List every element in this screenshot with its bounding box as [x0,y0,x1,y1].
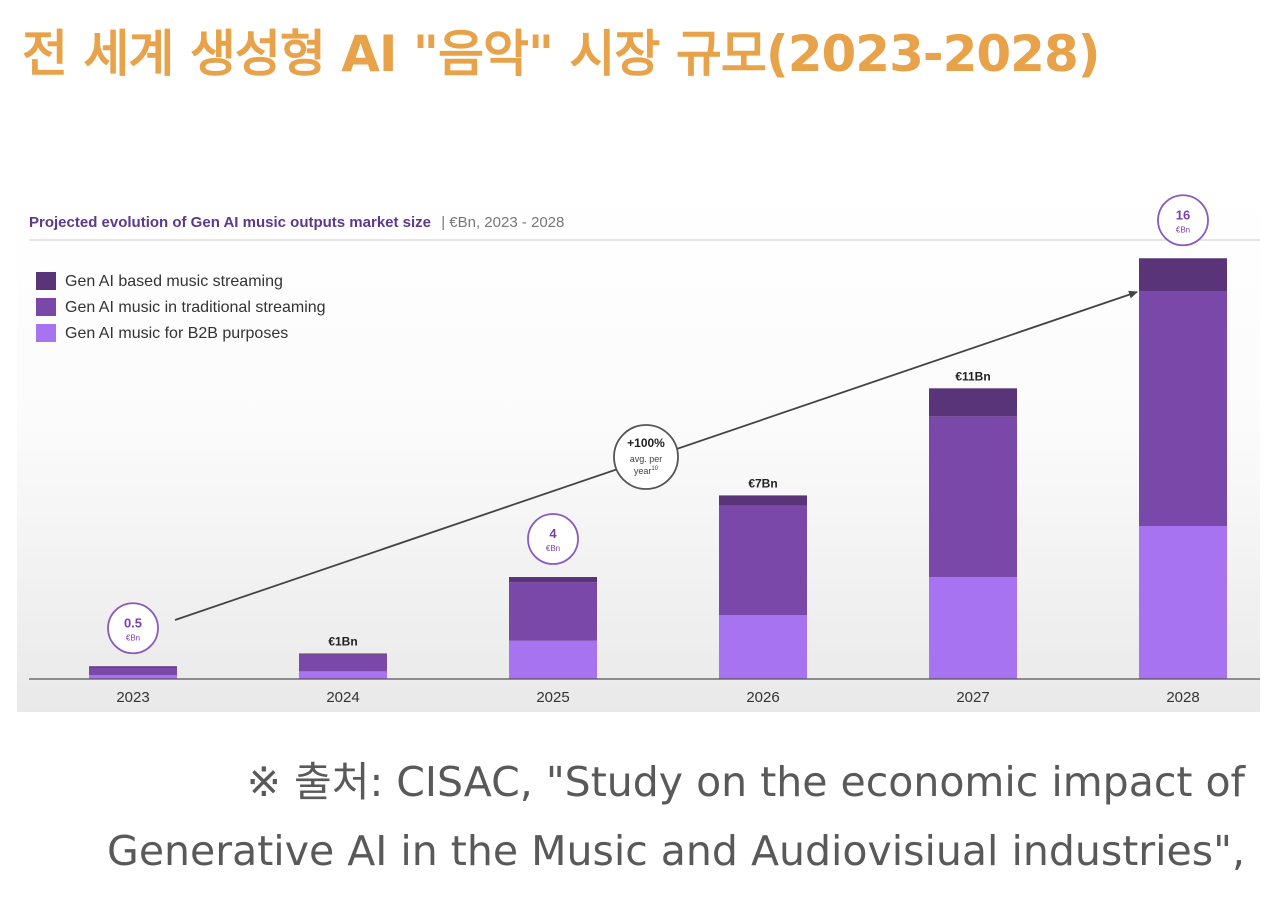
growth-annotation: +100% avg. per year10 [613,424,679,490]
bar-segment [299,671,387,679]
total-value: 16 [1176,207,1190,222]
legend-label: Gen AI music for B2B purposes [65,325,288,342]
page-title: 전 세계 생성형 AI "음악" 시장 규모(2023-2028) [22,25,1101,83]
total-label: €7Bn [748,476,777,490]
bar-segment [1139,526,1227,679]
total-value: 4 [549,526,557,541]
chart-subtitle: | €Bn, 2023 - 2028 [441,214,564,231]
growth-line3-text: year [634,466,652,476]
bar-groups [89,258,1227,679]
x-tick-label: 2027 [956,689,989,706]
bar-segment [929,577,1017,679]
total-unit: €Bn [126,633,140,642]
x-tick-labels: 2023 2024 2025 2026 2027 2028 [116,689,1199,706]
x-tick-label: 2026 [746,689,779,706]
total-label: €1Bn [328,635,357,649]
bar-segment [89,675,177,679]
growth-value: +100% [627,436,665,450]
x-tick-label: 2028 [1166,689,1199,706]
chart-title-main: Projected evolution of Gen AI music outp… [29,214,431,231]
legend-label: Gen AI music in traditional streaming [65,299,326,316]
bar-segment [299,654,387,672]
growth-footnote: 10 [651,466,658,472]
bar-segment [719,495,807,506]
total-circle [107,602,159,655]
bar-segment [509,582,597,641]
x-tick-label: 2025 [536,689,569,706]
growth-line2: avg. per [630,454,663,464]
bar-segment [719,505,807,616]
legend-swatch [36,272,56,290]
bar-segment [509,577,597,583]
market-size-chart: Projected evolution of Gen AI music outp… [17,190,1260,712]
bar-segment [929,388,1017,417]
growth-line3: year10 [634,466,659,476]
source-line-1: ※ 출처: CISAC, "Study on the economic impa… [246,758,1245,806]
bar-segment [89,666,177,668]
growth-circle [613,424,679,490]
total-label: €11Bn [955,369,990,383]
bar-segment [89,667,177,676]
bar-segment [719,615,807,679]
total-unit: €Bn [1176,225,1190,234]
total-unit: €Bn [546,544,560,553]
bar-segment [299,653,387,655]
source-line-2: Generative AI in the Music and Audiovisi… [107,827,1245,875]
chart-title: Projected evolution of Gen AI music outp… [29,214,564,231]
legend-swatch [36,324,56,342]
bar-segment [509,640,597,679]
total-value: 0.5 [124,615,142,630]
total-circle [527,513,579,565]
x-tick-label: 2023 [116,689,149,706]
chart-legend: Gen AI based music streaming Gen AI music… [36,272,326,342]
bar-segment [1139,258,1227,292]
total-labels: 0.5 €Bn €1Bn 4 €Bn €7Bn €11Bn 16 €Bn [107,194,1209,655]
bar-segment [929,416,1017,577]
legend-label: Gen AI based music streaming [65,273,283,290]
total-circle [1157,194,1209,247]
legend-swatch [36,298,56,316]
x-tick-label: 2024 [326,689,359,706]
chart-image: Projected evolution of Gen AI music outp… [17,190,1260,712]
bar-segment [1139,291,1227,526]
